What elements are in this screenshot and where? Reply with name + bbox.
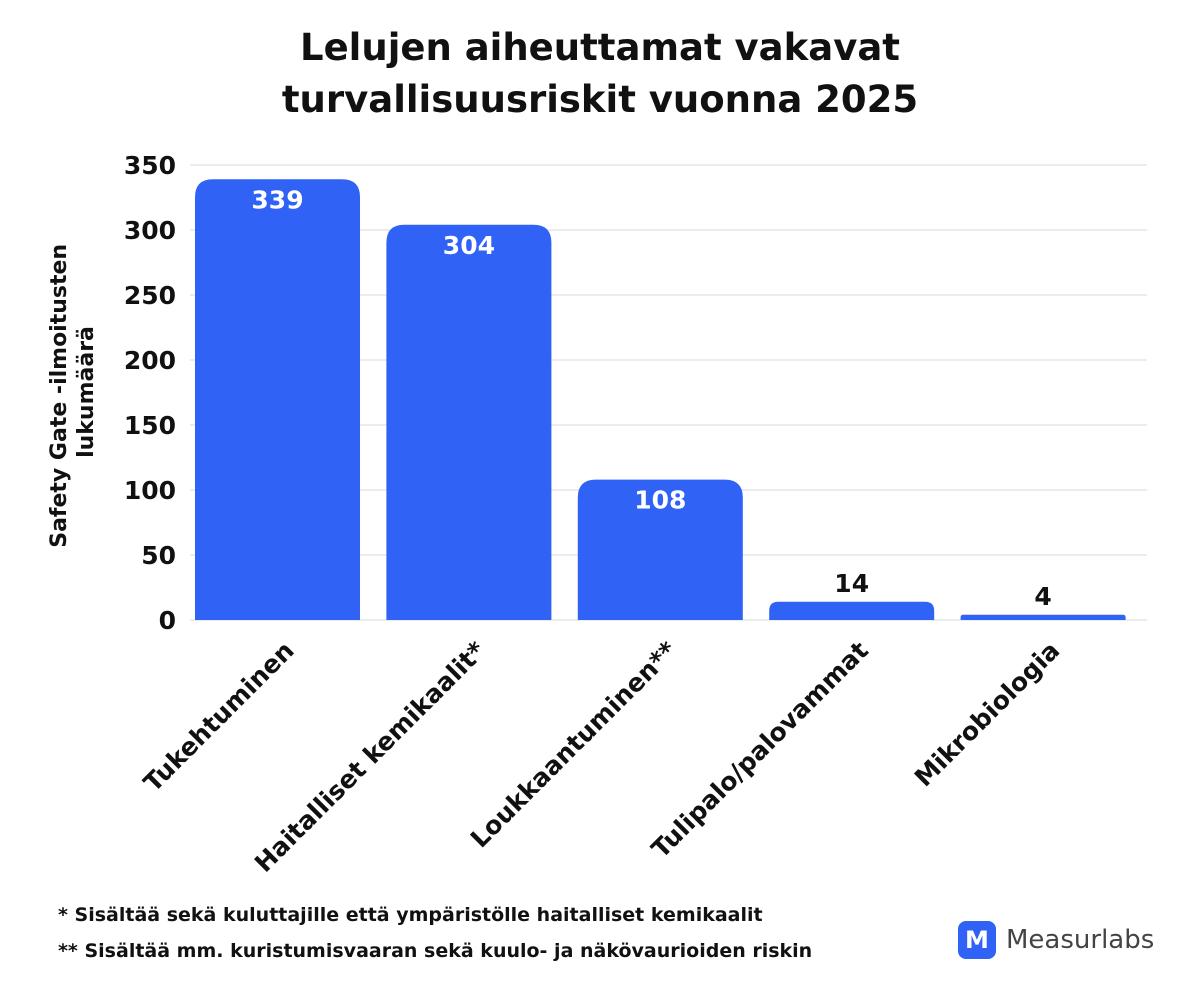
data-label: 304 bbox=[443, 231, 495, 260]
data-label: 14 bbox=[834, 569, 869, 598]
y-axis-label-line-1: Safety Gate -ilmoitusten bbox=[47, 244, 72, 548]
brand-logo-icon: M bbox=[958, 921, 996, 959]
x-category-label: Loukkaantuminen** bbox=[465, 636, 683, 854]
chart-title: Lelujen aiheuttamat vakavat turvallisuus… bbox=[0, 22, 1200, 126]
bar bbox=[577, 479, 743, 620]
data-label: 4 bbox=[1034, 582, 1051, 611]
y-tick-label: 250 bbox=[124, 281, 176, 310]
y-tick-label: 350 bbox=[124, 151, 176, 180]
y-tick-label: 150 bbox=[124, 411, 176, 440]
y-axis-label: Safety Gate -ilmoitusten lukumäärä bbox=[47, 236, 99, 548]
y-tick-label: 300 bbox=[124, 216, 176, 245]
x-category-label: Tukehtuminen bbox=[138, 636, 300, 798]
y-tick-label: 100 bbox=[124, 476, 176, 505]
y-axis-ticks: 0 50 100 150 200 250 300 350 bbox=[124, 151, 176, 635]
footnote-injury: ** Sisältää mm. kuristumisvaaran sekä ku… bbox=[58, 940, 813, 962]
chart-title-line-2: turvallisuusriskit vuonna 2025 bbox=[281, 78, 919, 121]
bar bbox=[386, 224, 552, 621]
bar bbox=[960, 614, 1126, 620]
x-category-label: Haitalliset kemikaalit* bbox=[249, 636, 491, 878]
y-tick-label: 50 bbox=[141, 541, 176, 570]
data-label: 339 bbox=[251, 185, 303, 214]
x-category-label: Mikrobiologia bbox=[909, 636, 1065, 792]
brand: M Measurlabs bbox=[958, 921, 1154, 959]
footnote-chemicals: * Sisältää sekä kuluttajille että ympäri… bbox=[58, 904, 763, 926]
data-label: 108 bbox=[634, 486, 686, 515]
data-labels: 339 304 108 14 4 bbox=[251, 185, 1051, 611]
bar bbox=[195, 179, 360, 621]
bar bbox=[769, 601, 935, 620]
y-tick-label: 0 bbox=[159, 606, 176, 635]
brand-name: Measurlabs bbox=[1006, 925, 1155, 955]
chart-title-line-1: Lelujen aiheuttamat vakavat bbox=[300, 26, 900, 69]
bars bbox=[195, 179, 1126, 621]
y-axis-label-line-2: lukumäärä bbox=[74, 326, 99, 458]
y-tick-label: 200 bbox=[124, 346, 176, 375]
x-category-label: Tulipalo/palovammat bbox=[646, 636, 874, 864]
